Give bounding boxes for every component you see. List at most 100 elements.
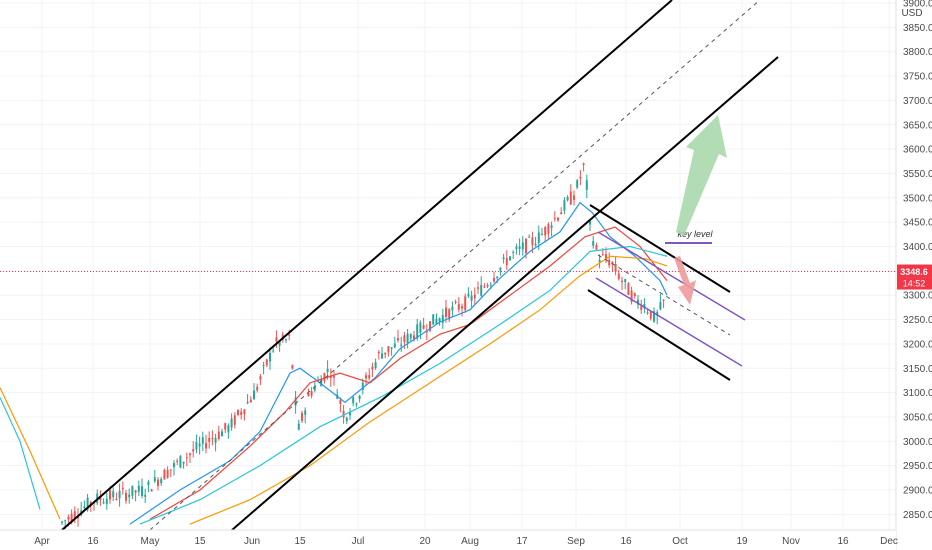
candle-body xyxy=(243,409,246,414)
candle-body xyxy=(297,423,300,430)
candle-body xyxy=(377,351,380,354)
candle-body xyxy=(99,497,102,501)
candle-body xyxy=(320,379,323,387)
candle-body xyxy=(605,254,607,260)
x-tick-label: May xyxy=(141,536,160,547)
x-tick-label: 15 xyxy=(194,536,206,547)
candle-body xyxy=(662,299,665,301)
candle-body xyxy=(109,490,111,500)
countdown-badge xyxy=(897,277,932,290)
candle-body xyxy=(195,442,198,450)
candle-body xyxy=(115,499,118,501)
candle-body xyxy=(125,492,127,501)
x-tick-label: 20 xyxy=(419,536,431,547)
candle-body xyxy=(534,243,537,246)
candle-body xyxy=(102,502,105,504)
candle-body xyxy=(272,350,275,352)
candle-body xyxy=(131,485,134,496)
candle-body xyxy=(592,240,595,246)
candle-body xyxy=(659,302,662,310)
desc-parallel-lower xyxy=(595,277,743,367)
candle-body xyxy=(637,299,639,305)
candle-body xyxy=(496,276,499,279)
candle-body xyxy=(352,397,355,404)
candle-body xyxy=(153,477,156,482)
ma-orange-line-left xyxy=(0,387,61,520)
candle-body xyxy=(189,453,191,456)
candle-body xyxy=(70,513,73,523)
x-tick-label: Dec xyxy=(880,536,898,547)
candle-body xyxy=(128,494,131,498)
lower-channel-line xyxy=(231,56,779,531)
candle-body xyxy=(477,287,479,289)
median-dashed-line xyxy=(149,0,761,531)
candle-body xyxy=(173,462,175,468)
y-tick-label: 3000.0 xyxy=(903,437,932,448)
candle-body xyxy=(649,311,652,319)
candle-body xyxy=(525,238,527,254)
candle-body xyxy=(416,324,419,339)
x-tick-label: 17 xyxy=(516,536,528,547)
candle-body xyxy=(237,410,239,415)
candle-body xyxy=(342,411,345,418)
y-tick-label: 3200.0 xyxy=(903,339,932,350)
trend-drawings: key level xyxy=(61,0,779,531)
candle-body xyxy=(201,437,204,444)
ma-blue-line xyxy=(129,201,668,525)
candle-body xyxy=(589,220,591,225)
candle-body xyxy=(150,489,153,492)
y-tick-label: 2950.0 xyxy=(903,461,932,472)
candle-body xyxy=(441,315,444,323)
y-tick-label: 3600.0 xyxy=(903,145,932,156)
x-tick-label: Nov xyxy=(782,536,800,547)
candle-body xyxy=(489,284,492,286)
candle-body xyxy=(582,163,585,165)
candle-body xyxy=(598,259,601,263)
y-tick-label: 3850.0 xyxy=(903,23,932,34)
candle-body xyxy=(515,246,518,249)
countdown-label: 14:52 xyxy=(903,279,926,289)
candle-body xyxy=(358,395,361,399)
candle-body xyxy=(329,375,332,379)
candle-body xyxy=(265,359,268,366)
candle-body xyxy=(157,479,159,486)
candle-body xyxy=(393,343,396,348)
candle-body xyxy=(240,411,243,416)
candle-body xyxy=(627,283,630,295)
candle-body xyxy=(544,227,547,236)
y-tick-label: 3900.0 xyxy=(903,0,932,10)
candle-body xyxy=(483,286,486,288)
candle-body xyxy=(313,386,316,391)
candle-body xyxy=(310,391,313,396)
candle-body xyxy=(285,339,287,341)
x-tick-label: 16 xyxy=(87,536,99,547)
candle-body xyxy=(326,368,329,373)
y-tick-label: 3300.0 xyxy=(903,291,932,302)
candle-body xyxy=(505,258,508,266)
candle-body xyxy=(371,366,374,370)
x-tick-label: 16 xyxy=(620,536,632,547)
candle-body xyxy=(307,393,310,397)
candle-body xyxy=(224,423,227,430)
candle-body xyxy=(403,335,406,342)
candle-body xyxy=(259,376,262,380)
candle-body xyxy=(480,284,483,296)
candle-body xyxy=(384,352,387,355)
time-axis[interactable] xyxy=(0,529,896,550)
y-tick-label: 3500.0 xyxy=(903,193,932,204)
candle-body xyxy=(221,431,223,437)
candle-body xyxy=(563,200,566,211)
desc-channel-top xyxy=(589,204,731,293)
upper-channel-line xyxy=(61,0,673,531)
candle-body xyxy=(576,180,579,188)
candle-body xyxy=(467,293,470,297)
candle-body xyxy=(573,195,575,200)
y-tick-label: 2850.0 xyxy=(903,510,932,521)
candle-body xyxy=(502,257,505,260)
candle-body xyxy=(345,417,348,422)
candle-body xyxy=(457,304,460,310)
candle-body xyxy=(429,321,431,331)
candle-body xyxy=(640,306,643,310)
candle-body xyxy=(438,318,441,322)
